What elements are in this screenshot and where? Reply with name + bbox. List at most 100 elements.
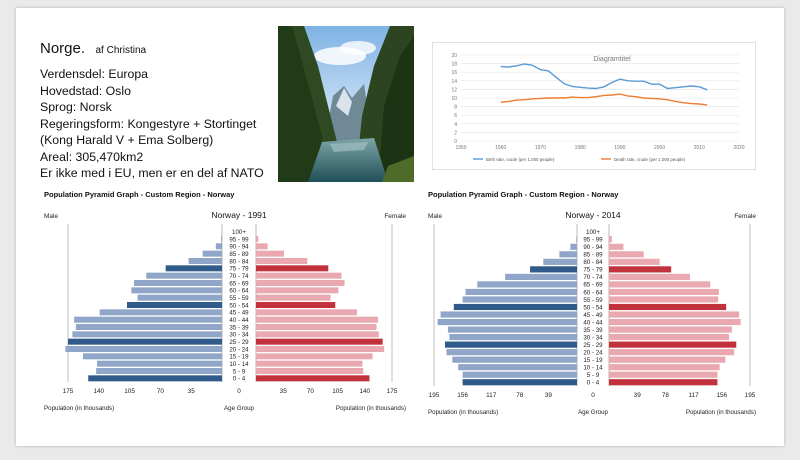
male-bar xyxy=(202,250,222,257)
birth-death-rate-chart[interactable]: 0 2 4 6 8 10 12 14 16 18 20 1950 1960 1970 1980 1990 200… xyxy=(432,42,756,170)
pyramid-2014-svg: Male Female Norway - 2014 0 - 45 - 910 - 14… xyxy=(428,210,756,416)
age-group-label: 15 - 19 xyxy=(229,354,249,361)
x-tick-label: 175 xyxy=(63,388,74,395)
male-bar xyxy=(452,356,577,363)
y-tick-label: 8 xyxy=(454,105,457,111)
age-group-label: 80 - 84 xyxy=(583,259,603,266)
age-group-label: 15 - 19 xyxy=(583,357,603,364)
age-group-label: 65 - 69 xyxy=(583,282,603,289)
female-bar xyxy=(609,251,644,258)
male-bar xyxy=(126,301,222,309)
age-group-label: 95 - 99 xyxy=(229,236,249,243)
male-bar xyxy=(146,272,222,279)
age-group-label: 55 - 59 xyxy=(229,295,249,302)
female-bar xyxy=(609,236,612,243)
female-bar xyxy=(609,273,690,280)
age-group-label: 90 - 94 xyxy=(583,244,603,251)
x-tick-label: 195 xyxy=(745,392,756,399)
x-axis-label-right: Population (in thousands) xyxy=(686,409,756,416)
y-tick-label: 2 xyxy=(454,130,457,136)
age-group-label: 35 - 39 xyxy=(583,327,603,334)
female-bar xyxy=(256,353,373,360)
fjord-landscape-photo[interactable] xyxy=(278,26,414,182)
male-bar xyxy=(134,279,222,287)
female-bar xyxy=(256,338,383,345)
male-label: Male xyxy=(428,213,442,220)
female-bar xyxy=(256,243,268,250)
female-bar xyxy=(609,288,719,296)
x-axis-label-left: Population (in thousands) xyxy=(428,409,498,416)
info-line: Areal: 305,470km2 xyxy=(40,149,144,164)
series-line-0 xyxy=(500,63,708,91)
series-line-1 xyxy=(500,93,708,106)
y-tick-label: 0 xyxy=(454,139,457,145)
female-bar xyxy=(256,287,339,294)
male-bar xyxy=(505,273,577,280)
age-group-label: 30 - 34 xyxy=(229,332,249,339)
age-group-label: 10 - 14 xyxy=(583,364,603,371)
age-group-label: 85 - 89 xyxy=(583,252,603,259)
female-bar xyxy=(256,367,364,375)
age-group-label: 30 - 34 xyxy=(583,334,603,341)
male-bar xyxy=(82,353,223,360)
male-bar xyxy=(72,331,223,338)
male-bar xyxy=(559,251,577,258)
x-tick-label: 156 xyxy=(457,392,468,399)
x-tick-label: 1960 xyxy=(495,145,506,151)
female-bar xyxy=(609,296,719,303)
age-group-label: 85 - 89 xyxy=(229,251,249,258)
age-group-label: 90 - 94 xyxy=(229,244,249,251)
male-bar xyxy=(445,341,577,348)
y-tick-label: 10 xyxy=(451,96,457,102)
female-bar xyxy=(256,294,331,301)
slide[interactable]: Norge. af Christina Verdensdel: Europa H… xyxy=(16,8,784,446)
female-bar xyxy=(609,281,711,288)
fjord-image xyxy=(278,26,414,182)
x-tick-label: 1980 xyxy=(575,145,586,151)
age-group-label: 5 - 9 xyxy=(587,372,600,379)
male-bar xyxy=(65,345,222,353)
x-tick-label: 195 xyxy=(429,392,440,399)
female-bar xyxy=(256,272,342,279)
pyramid-1991-chart-title: Population Pyramid Graph - Custom Region… xyxy=(44,190,235,199)
male-label: Male xyxy=(44,213,58,220)
pyramid-1991-svg: Male Female Norway - 1991 0 - 45 - 910 - 14… xyxy=(44,210,406,412)
male-bar xyxy=(188,257,222,265)
age-group-label: 75 - 79 xyxy=(229,266,249,273)
info-line: (Kong Harald V + Ema Solberg) xyxy=(40,133,214,147)
female-bar xyxy=(256,235,259,243)
male-bar xyxy=(88,375,222,382)
age-group-label: 40 - 44 xyxy=(583,319,603,326)
female-bar xyxy=(609,379,718,386)
female-bar xyxy=(256,279,345,287)
male-bar xyxy=(97,360,222,367)
female-bar xyxy=(256,323,377,331)
age-group-label: 60 - 64 xyxy=(229,288,249,295)
male-bar xyxy=(131,287,222,294)
female-bar xyxy=(609,371,718,378)
female-bar xyxy=(256,309,358,316)
male-bar xyxy=(477,281,577,288)
chart-title: Diagramtitel xyxy=(593,56,631,63)
age-group-label: 0 - 4 xyxy=(233,376,246,383)
info-text-block: Verdensdel: Europa Hovedstad: Oslo Sprog… xyxy=(40,66,264,182)
pyramid-1991-panel[interactable]: Population Pyramid Graph - Custom Region… xyxy=(40,190,410,416)
x-tick-label: 0 xyxy=(591,392,595,399)
female-bar xyxy=(609,303,727,311)
x-tick-label: 156 xyxy=(716,392,727,399)
x-tick-label: 35 xyxy=(188,388,196,395)
male-bar xyxy=(165,265,222,272)
female-bar xyxy=(256,360,363,367)
x-tick-label: 1950 xyxy=(455,145,466,151)
pyramid-2014-panel[interactable]: Population Pyramid Graph - Custom Region… xyxy=(424,190,760,422)
female-bar xyxy=(609,326,732,333)
female-bar xyxy=(256,265,329,272)
line-chart-svg: 0 2 4 6 8 10 12 14 16 18 20 1950 1960 1970 1980 1990 200… xyxy=(451,53,744,162)
y-tick-label: 16 xyxy=(451,70,457,76)
age-group-label: 80 - 84 xyxy=(229,258,249,265)
male-bar xyxy=(462,371,577,378)
age-group-label: 20 - 24 xyxy=(583,349,603,356)
age-group-label: 20 - 24 xyxy=(229,346,249,353)
male-bar xyxy=(465,288,577,296)
male-bar xyxy=(440,311,577,318)
